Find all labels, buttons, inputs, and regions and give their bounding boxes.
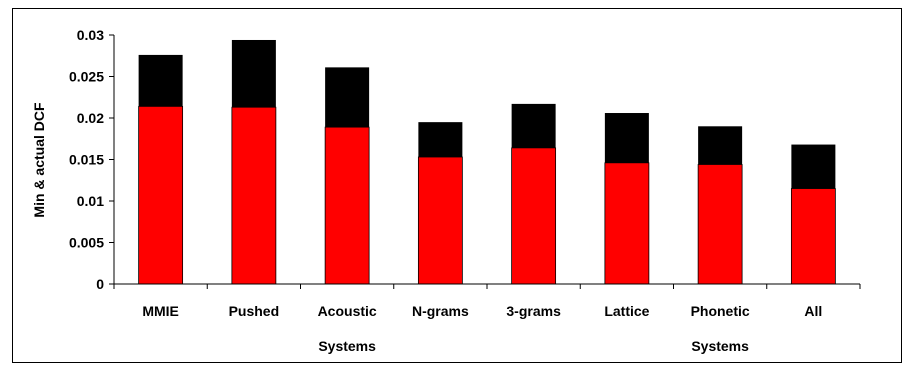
bar-min-n-grams (417, 156, 463, 285)
y-tick-label: 0 (96, 276, 104, 292)
y-tick-label: 0.01 (77, 193, 104, 209)
category-label: Phonetic (691, 303, 750, 319)
category-label: Acoustic (318, 303, 377, 319)
bar-min-3-grams (511, 147, 557, 285)
y-axis: 0 0.005 0.01 0.015 0.02 0.025 0.03 (69, 27, 115, 292)
y-tick-label: 0.015 (69, 152, 104, 168)
category-label: Pushed (229, 303, 280, 319)
category-label: 3-grams (506, 303, 561, 319)
bar-min-mmie (138, 105, 184, 285)
x-axis: MMIE Pushed Acoustic N-grams 3-grams Lattice P… (113, 283, 861, 319)
bar-min-acoustic (324, 126, 370, 285)
bar-min-pushed (231, 106, 277, 285)
category-label: All (804, 303, 822, 319)
group-label: Systems (691, 338, 749, 354)
group-labels: Systems Systems (318, 338, 749, 354)
bar-min-lattice (604, 162, 650, 285)
category-label: Lattice (604, 303, 649, 319)
y-tick-label: 0.005 (69, 235, 104, 251)
y-tick-label: 0.025 (69, 69, 104, 85)
y-tick-label: 0.02 (77, 110, 104, 126)
bar-min-all (790, 188, 836, 285)
y-tick-label: 0.03 (77, 27, 104, 43)
y-axis-label: Min & actual DCF (31, 102, 47, 218)
bars (138, 39, 836, 285)
group-label: Systems (318, 338, 376, 354)
category-label: MMIE (142, 303, 179, 319)
bar-min-phonetic (697, 164, 743, 285)
category-label: N-grams (412, 303, 469, 319)
